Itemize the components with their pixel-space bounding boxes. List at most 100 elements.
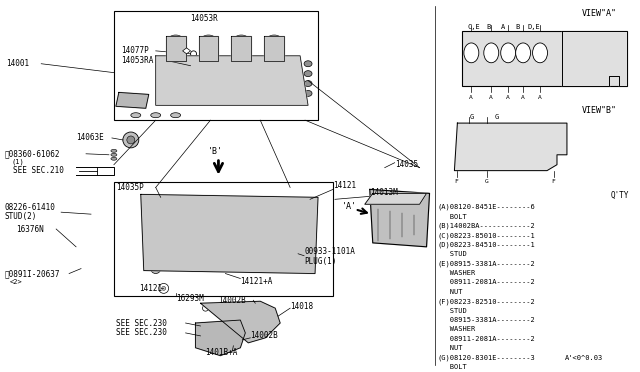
- Text: BOLT: BOLT: [438, 364, 467, 370]
- Text: STUD(2): STUD(2): [4, 212, 36, 221]
- Text: 14035P: 14035P: [116, 183, 143, 192]
- Ellipse shape: [462, 136, 476, 154]
- Circle shape: [298, 252, 302, 256]
- Bar: [114, 183, 333, 296]
- Text: A: A: [538, 95, 542, 100]
- Text: 14035: 14035: [395, 160, 418, 169]
- Text: <2>: <2>: [10, 279, 22, 285]
- Text: BOLT: BOLT: [438, 214, 467, 219]
- Ellipse shape: [202, 35, 216, 43]
- Text: 'B': 'B': [207, 147, 223, 156]
- Text: 08911-2081A--------2: 08911-2081A--------2: [438, 336, 535, 342]
- Text: 08911-2081A--------2: 08911-2081A--------2: [438, 279, 535, 285]
- Ellipse shape: [151, 113, 161, 118]
- Ellipse shape: [497, 136, 511, 154]
- Circle shape: [154, 267, 157, 270]
- Text: Ⓞ0891I-20637: Ⓞ0891I-20637: [4, 269, 60, 278]
- Text: PLUG(1): PLUG(1): [304, 257, 337, 266]
- Circle shape: [123, 132, 139, 148]
- Ellipse shape: [304, 71, 312, 77]
- Text: (F)08223-82510--------2: (F)08223-82510--------2: [438, 298, 535, 305]
- Text: (C)08223-85010--------1: (C)08223-85010--------1: [438, 232, 535, 239]
- Ellipse shape: [265, 218, 293, 240]
- Ellipse shape: [537, 145, 541, 150]
- Text: SEE SEC.230: SEE SEC.230: [116, 318, 167, 327]
- Ellipse shape: [532, 43, 547, 63]
- Circle shape: [144, 204, 154, 214]
- Text: NUT: NUT: [438, 345, 463, 351]
- Text: 00933-1101A: 00933-1101A: [304, 247, 355, 256]
- Text: WASHER: WASHER: [438, 270, 476, 276]
- Text: 'A': 'A': [342, 202, 357, 211]
- Text: (E)08915-3381A--------2: (E)08915-3381A--------2: [438, 260, 535, 267]
- Text: (B)14002BA------------2: (B)14002BA------------2: [438, 223, 535, 229]
- Text: 16376N: 16376N: [17, 225, 44, 234]
- Ellipse shape: [171, 113, 180, 118]
- Text: Ⓜ08360-61062: Ⓜ08360-61062: [4, 149, 60, 158]
- Polygon shape: [182, 48, 191, 54]
- Bar: [114, 11, 318, 120]
- Text: G: G: [484, 179, 488, 184]
- Text: A: A: [489, 95, 493, 100]
- Ellipse shape: [268, 35, 281, 43]
- Text: (1): (1): [12, 158, 24, 165]
- Ellipse shape: [304, 81, 312, 87]
- Text: F: F: [551, 179, 555, 184]
- Text: 14053R: 14053R: [191, 14, 218, 23]
- Text: 08915-3381A--------2: 08915-3381A--------2: [438, 317, 535, 323]
- Circle shape: [305, 254, 315, 264]
- Text: 14063E: 14063E: [76, 134, 104, 142]
- Ellipse shape: [464, 43, 479, 63]
- Text: A: A: [506, 95, 510, 100]
- Text: 14018: 14018: [290, 302, 313, 311]
- Text: (D)08223-84510--------1: (D)08223-84510--------1: [438, 241, 535, 248]
- Text: 16293M: 16293M: [175, 294, 204, 303]
- Text: Q'TY: Q'TY: [610, 191, 628, 200]
- Text: A: A: [469, 95, 473, 100]
- Text: 14121: 14121: [333, 181, 356, 190]
- Ellipse shape: [227, 218, 255, 240]
- Text: G: G: [469, 114, 474, 120]
- Ellipse shape: [111, 149, 117, 152]
- Ellipse shape: [516, 43, 531, 63]
- Polygon shape: [370, 189, 429, 247]
- Ellipse shape: [500, 43, 516, 63]
- Polygon shape: [166, 36, 186, 61]
- Polygon shape: [200, 301, 280, 343]
- Text: VIEW"B": VIEW"B": [582, 106, 617, 115]
- Ellipse shape: [111, 157, 117, 160]
- Circle shape: [227, 343, 234, 349]
- Circle shape: [216, 330, 221, 336]
- Polygon shape: [365, 193, 426, 204]
- Ellipse shape: [304, 90, 312, 96]
- Text: NUT: NUT: [438, 289, 463, 295]
- Circle shape: [147, 237, 151, 241]
- Text: SEE SEC.230: SEE SEC.230: [116, 328, 167, 337]
- Ellipse shape: [484, 43, 499, 63]
- Text: SEE SEC.210: SEE SEC.210: [13, 166, 64, 175]
- Ellipse shape: [256, 212, 264, 217]
- Text: B: B: [486, 24, 490, 30]
- Ellipse shape: [131, 113, 141, 118]
- Polygon shape: [196, 320, 245, 356]
- Polygon shape: [454, 123, 567, 171]
- Circle shape: [202, 305, 209, 311]
- Circle shape: [162, 286, 166, 291]
- Circle shape: [151, 264, 161, 273]
- Text: STUD: STUD: [438, 308, 467, 314]
- Text: (A)08120-8451E--------6: (A)08120-8451E--------6: [438, 204, 535, 211]
- Text: 08226-61410: 08226-61410: [4, 203, 55, 212]
- Text: 14013M: 14013M: [370, 188, 397, 197]
- Ellipse shape: [111, 153, 117, 156]
- Text: STUD: STUD: [438, 251, 467, 257]
- Circle shape: [147, 222, 151, 226]
- Polygon shape: [198, 36, 218, 61]
- Ellipse shape: [480, 136, 494, 154]
- Text: A'<0^0.03: A'<0^0.03: [564, 355, 603, 361]
- Text: 14121+A: 14121+A: [241, 277, 273, 286]
- Polygon shape: [141, 194, 318, 273]
- Ellipse shape: [189, 218, 218, 240]
- Polygon shape: [232, 36, 252, 61]
- Ellipse shape: [218, 212, 227, 217]
- Text: F: F: [454, 179, 458, 184]
